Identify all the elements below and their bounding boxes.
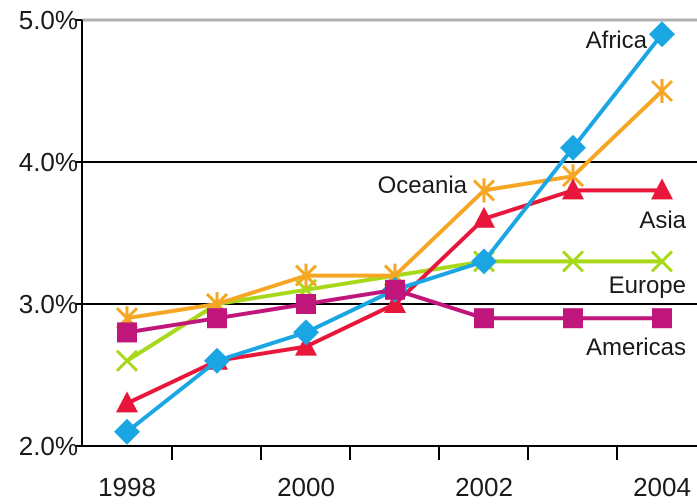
data-point-triangle: [651, 178, 673, 200]
x-tick-label: 1998: [98, 472, 156, 502]
data-point-x: [115, 349, 139, 372]
series-label-americas: Americas: [586, 334, 686, 361]
x-tick-label: 2004: [633, 472, 691, 502]
series-label-europe: Europe: [609, 272, 686, 299]
data-point-square: [117, 322, 137, 343]
data-point-square: [652, 308, 672, 329]
series-label-oceania: Oceania: [378, 172, 468, 199]
x-tick-label: 2002: [455, 472, 513, 502]
y-tick-label: 5.0%: [19, 5, 78, 35]
data-point-square: [563, 308, 583, 329]
y-tick-label: 4.0%: [19, 147, 78, 177]
data-point-x: [561, 250, 585, 273]
y-tick-label: 3.0%: [19, 289, 78, 319]
data-point-asterisk: [472, 178, 496, 203]
series-label-asia: Asia: [639, 207, 686, 234]
y-tick-label: 2.0%: [19, 431, 78, 461]
series-group: [114, 21, 675, 445]
series-line: [125, 32, 664, 434]
data-point-square: [474, 308, 494, 329]
x-tick-label: 2000: [277, 472, 335, 502]
data-point-triangle: [116, 391, 138, 413]
data-point-square: [385, 279, 405, 300]
data-point-diamond: [471, 248, 497, 275]
data-point-triangle: [473, 206, 495, 228]
data-point-square: [207, 308, 227, 329]
data-point-diamond: [114, 418, 140, 445]
data-point-square: [296, 294, 316, 314]
data-point-asterisk: [294, 263, 318, 288]
data-point-diamond: [649, 21, 675, 48]
series-oceania: [115, 79, 674, 331]
tick-labels: 2.0% 3.0% 4.0% 5.0% 1998 2000 2002 2004: [19, 5, 691, 502]
data-point-x: [650, 250, 674, 273]
data-point-diamond: [293, 319, 319, 346]
data-point-asterisk: [650, 79, 674, 103]
series-labels: Africa Oceania Asia Europe Americas: [378, 27, 687, 361]
series-americas: [117, 279, 672, 343]
data-point-diamond: [204, 347, 230, 374]
axes: [76, 19, 697, 460]
series-africa: [114, 21, 675, 445]
series-label-africa: Africa: [586, 27, 648, 54]
data-point-triangle: [562, 178, 584, 200]
data-point-diamond: [560, 134, 586, 161]
